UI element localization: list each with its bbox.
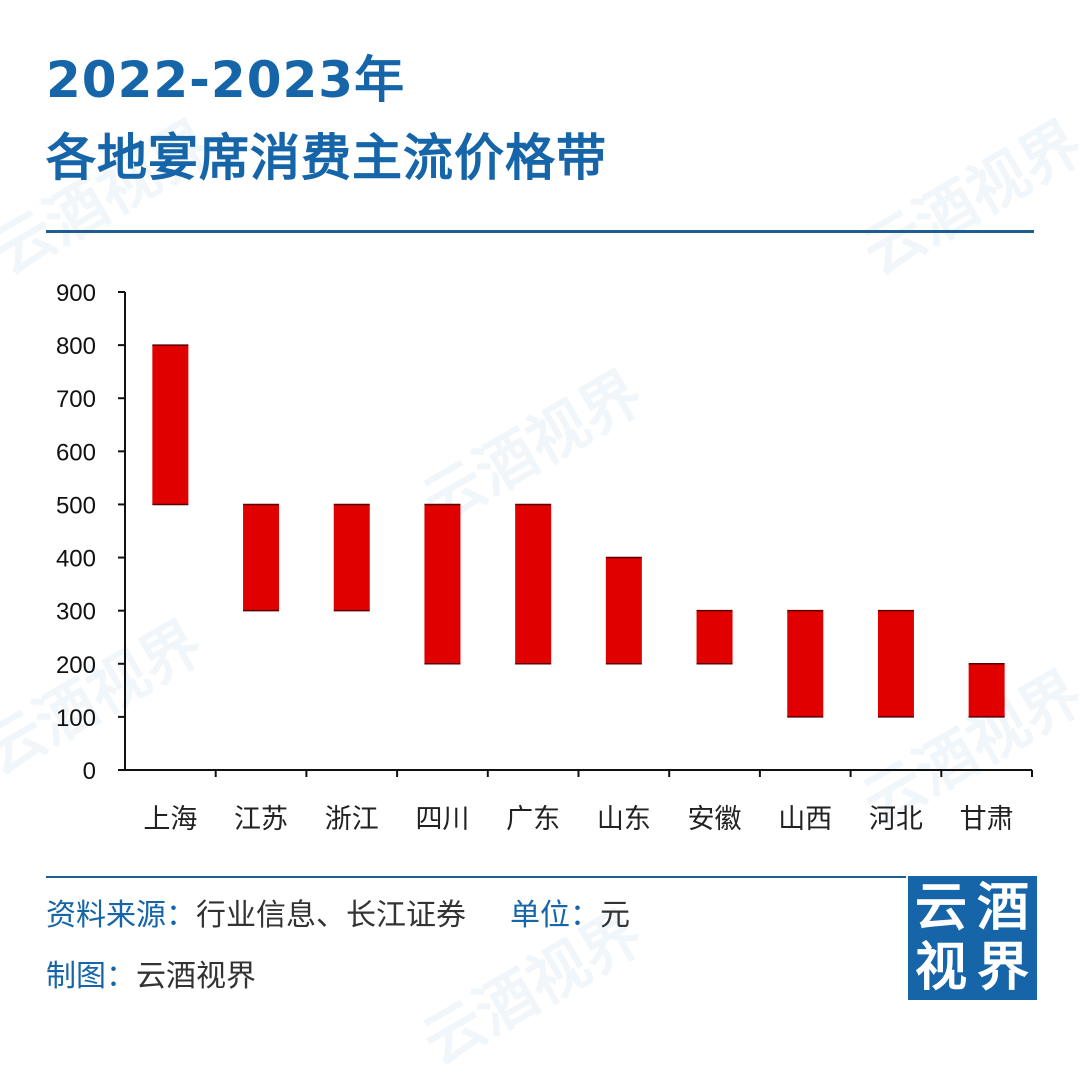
y-tick-label: 500	[56, 492, 96, 519]
source-key: 资料来源：	[46, 898, 196, 933]
title-divider	[46, 230, 1034, 233]
maker-key: 制图：	[46, 959, 136, 994]
x-category-label: 山东	[597, 804, 651, 835]
unit-value: 元	[600, 898, 630, 933]
range-bar	[877, 610, 914, 717]
x-category-label: 浙江	[325, 804, 379, 835]
y-tick-label: 800	[56, 333, 96, 360]
range-bar	[515, 504, 552, 664]
y-tick-label: 700	[56, 386, 96, 413]
x-category-label: 四川	[415, 804, 469, 835]
x-category-label: 广东	[506, 804, 560, 835]
x-category-label: 上海	[143, 804, 197, 835]
y-tick-label: 900	[56, 280, 96, 307]
range-bar	[787, 610, 824, 717]
brand-logo: 云 酒 视 界	[908, 876, 1037, 1000]
range-bar	[605, 557, 642, 664]
chart-bars	[152, 344, 1005, 718]
y-axis-ticks: 0 100 200 300 400 500 600 700 800 900	[56, 280, 125, 785]
range-bar	[696, 610, 733, 664]
y-tick-label: 200	[56, 652, 96, 679]
x-category-label: 甘肃	[960, 804, 1014, 835]
logo-char: 界	[976, 938, 1029, 998]
logo-char: 视	[914, 938, 967, 998]
logo-char: 云	[914, 878, 967, 938]
x-category-label: 安徽	[688, 804, 742, 835]
maker-value: 云酒视界	[136, 959, 256, 994]
range-bar	[243, 504, 280, 611]
range-bar-chart: 0 100 200 300 400 500 600 700 800 900 上海 江苏 浙江 四川 广东 山…	[56, 280, 1033, 835]
chart-axes	[124, 292, 1033, 777]
y-tick-label: 100	[56, 705, 96, 732]
source-value: 行业信息、长江证券	[196, 898, 466, 933]
footer-source-line: 资料来源：行业信息、长江证券 单位：元	[46, 896, 630, 936]
x-category-label: 河北	[869, 804, 923, 835]
footer-divider	[46, 876, 906, 878]
chart-title-line2: 各地宴席消费主流价格带	[46, 129, 607, 187]
chart-title-line1: 2022-2023年	[46, 51, 406, 109]
x-axis-labels: 上海 江苏 浙江 四川 广东 山东 安徽 山西 河北 甘肃	[143, 804, 1013, 835]
range-bar	[424, 504, 461, 664]
x-category-label: 江苏	[234, 804, 288, 835]
unit-key: 单位：	[510, 898, 600, 933]
x-category-label: 山西	[778, 804, 832, 835]
y-tick-label: 300	[56, 599, 96, 626]
range-bar	[333, 504, 370, 611]
range-bar	[968, 663, 1005, 717]
logo-char: 酒	[976, 878, 1029, 938]
y-tick-label: 0	[83, 758, 96, 785]
y-tick-label: 400	[56, 546, 96, 573]
y-tick-label: 600	[56, 439, 96, 466]
range-bar	[152, 345, 189, 505]
footer-maker-line: 制图：云酒视界	[46, 957, 256, 997]
